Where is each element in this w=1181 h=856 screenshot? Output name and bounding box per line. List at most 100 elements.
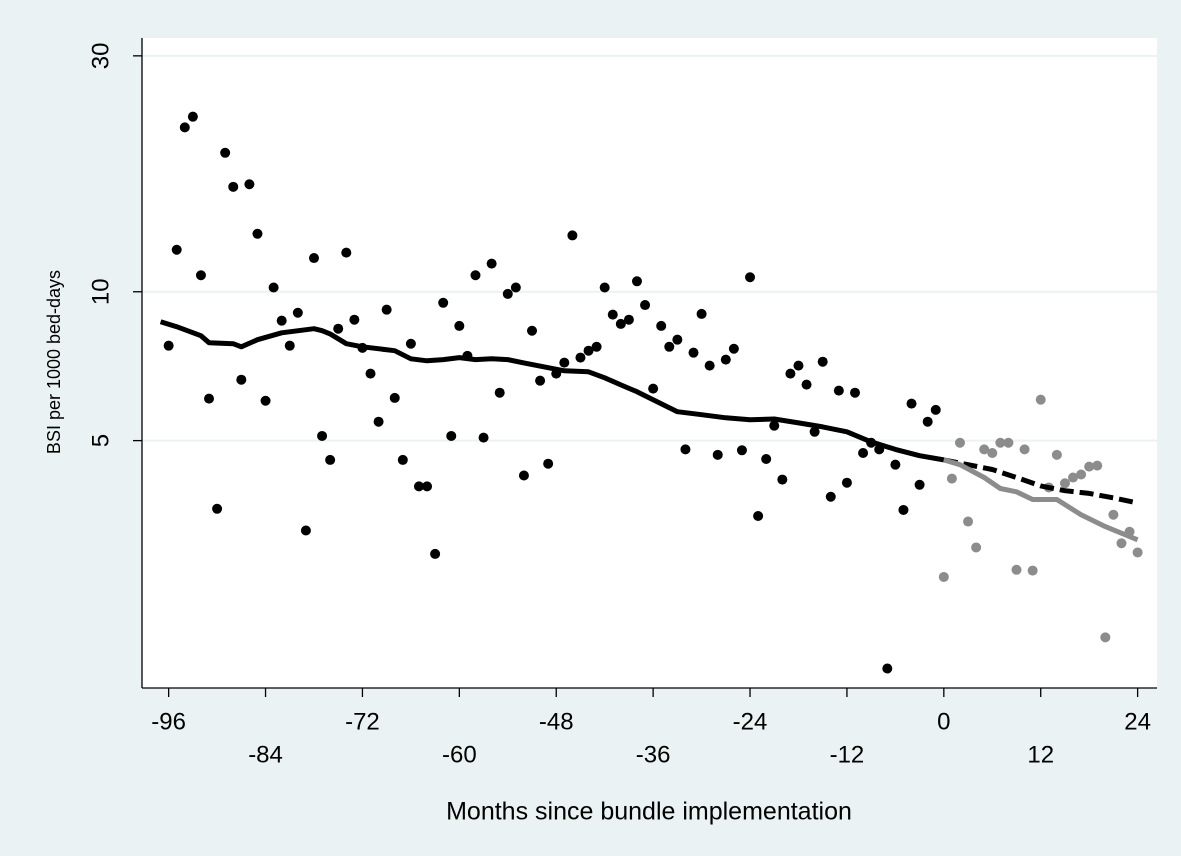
data-point	[220, 147, 231, 158]
data-point	[171, 244, 182, 255]
data-point	[1035, 394, 1046, 405]
data-point	[252, 228, 263, 239]
data-point	[971, 542, 982, 553]
data-point	[882, 663, 893, 674]
data-point	[769, 420, 780, 431]
data-point	[922, 416, 933, 427]
data-point	[1084, 461, 1095, 472]
x-axis-label: Months since bundle implementation	[446, 798, 852, 826]
data-point	[833, 385, 844, 396]
data-point	[405, 338, 416, 349]
data-point	[648, 383, 659, 394]
data-point	[599, 282, 610, 293]
data-point	[946, 473, 957, 484]
x-tick-label: 0	[937, 708, 950, 735]
data-point	[906, 398, 917, 409]
data-point	[987, 447, 998, 458]
data-point	[543, 458, 554, 469]
data-point	[841, 477, 852, 488]
data-point	[938, 571, 949, 582]
data-point	[583, 345, 594, 356]
data-point	[518, 470, 529, 481]
data-point	[244, 179, 255, 190]
data-point	[559, 357, 570, 368]
data-point	[631, 276, 642, 287]
data-point	[1059, 478, 1070, 489]
data-point	[333, 323, 344, 334]
data-point	[720, 354, 731, 365]
trend-line	[943, 457, 1139, 543]
data-point	[801, 379, 812, 390]
data-point	[268, 282, 279, 293]
plot-area	[142, 38, 1157, 688]
data-point	[527, 325, 538, 336]
data-point	[704, 360, 715, 371]
data-point	[478, 432, 489, 443]
data-point	[850, 387, 861, 398]
data-point	[1108, 509, 1119, 520]
x-tick-label: -12	[830, 741, 865, 768]
data-point	[438, 297, 449, 308]
data-point	[567, 230, 578, 241]
data-point	[680, 444, 691, 455]
data-point	[510, 282, 521, 293]
data-point	[236, 374, 247, 385]
data-point	[898, 504, 909, 515]
data-point	[187, 111, 198, 122]
data-point	[494, 387, 505, 398]
y-axis-label: BSI per 1000 bed-days	[44, 270, 64, 454]
data-point	[640, 300, 651, 311]
data-point	[308, 253, 319, 264]
data-point	[349, 314, 360, 325]
data-point	[914, 479, 925, 490]
data-point	[753, 510, 764, 521]
data-point	[817, 356, 828, 367]
x-tick-label: 12	[1027, 741, 1054, 768]
data-point	[195, 270, 206, 281]
x-tick-label: -48	[539, 708, 574, 735]
data-point	[502, 288, 513, 299]
data-point	[890, 459, 901, 470]
data-point	[1132, 547, 1143, 558]
x-tick-label: -72	[345, 708, 380, 735]
data-point	[696, 308, 707, 319]
data-point	[1116, 538, 1127, 549]
trend-line	[159, 319, 945, 463]
data-point	[575, 352, 586, 363]
data-point	[1051, 449, 1062, 460]
data-point	[712, 449, 723, 460]
data-point	[470, 270, 481, 281]
data-point	[204, 393, 215, 404]
data-point	[954, 437, 965, 448]
x-tick-label: -96	[151, 708, 186, 735]
y-tick-label: 10	[87, 278, 114, 305]
x-tick-label: -24	[733, 708, 768, 735]
data-point	[292, 307, 303, 318]
data-point	[728, 343, 739, 354]
data-point	[300, 525, 311, 536]
data-point	[1076, 469, 1087, 480]
data-point	[688, 347, 699, 358]
data-point	[979, 444, 990, 455]
y-tick-label: 30	[87, 42, 114, 69]
data-point	[422, 481, 433, 492]
data-point	[389, 392, 400, 403]
data-point	[615, 318, 626, 329]
data-point	[413, 481, 424, 492]
data-point	[825, 491, 836, 502]
data-point	[809, 426, 820, 437]
data-point	[317, 430, 328, 441]
data-point	[212, 503, 223, 514]
data-point	[1068, 472, 1079, 483]
x-tick-label: 24	[1124, 708, 1151, 735]
data-point	[656, 320, 667, 331]
x-tick-label: -60	[442, 741, 477, 768]
data-point	[963, 516, 974, 527]
data-point	[373, 416, 384, 427]
data-point	[454, 320, 465, 331]
data-point	[672, 334, 683, 345]
data-point	[1003, 437, 1014, 448]
data-point	[777, 474, 788, 485]
data-point	[736, 445, 747, 456]
